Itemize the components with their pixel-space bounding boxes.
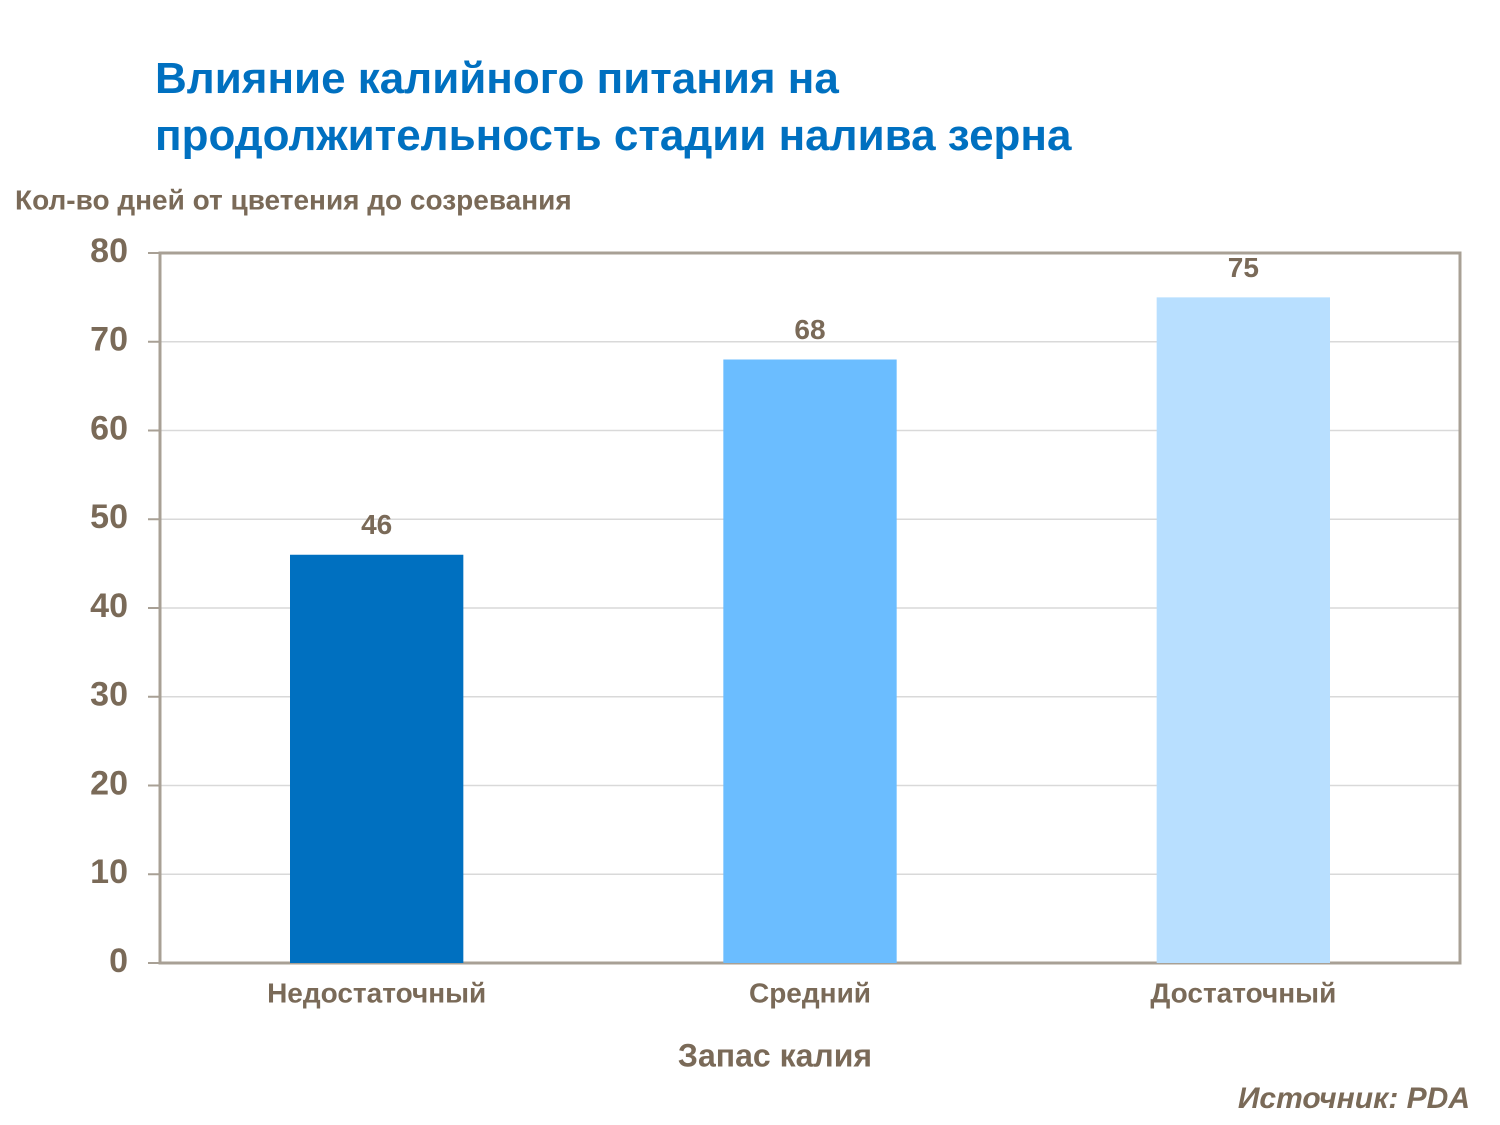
bar [723,359,897,963]
value-label: 46 [361,509,392,540]
y-tick-label: 10 [90,853,128,891]
bar [1156,297,1330,963]
y-tick-label: 60 [90,409,128,447]
x-tick-label: Недостаточный [267,977,486,1008]
y-tick-label: 30 [90,676,128,714]
source: Источник: PDA [1238,1082,1470,1115]
y-tick-label: 80 [90,232,128,270]
y-tick-label: 20 [90,764,128,802]
chart-title: Влияние калийного питания на [155,54,839,103]
chart-title: продолжительность стадии налива зерна [155,111,1072,160]
x-tick-label: Средний [749,977,871,1008]
x-tick-label: Достаточный [1150,977,1336,1008]
y-axis-label: Кол-во дней от цветения до созревания [15,184,572,215]
bar [290,554,464,963]
y-tick-label: 70 [90,321,128,359]
value-label: 68 [794,314,825,345]
x-axis-label: Запас калия [678,1037,872,1073]
value-label: 75 [1228,252,1259,283]
y-tick-label: 0 [109,942,128,980]
y-tick-label: 50 [90,498,128,536]
y-tick-label: 40 [90,587,128,625]
